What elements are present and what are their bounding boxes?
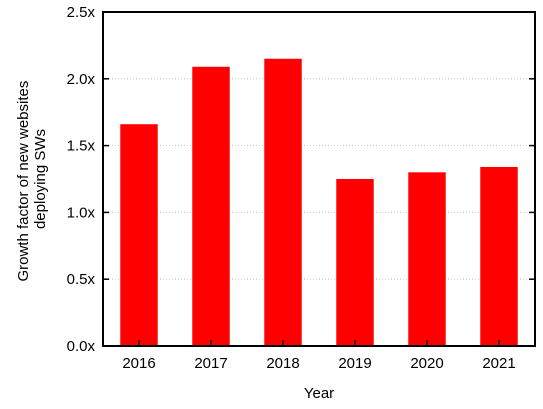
bar (264, 58, 302, 346)
bar (408, 172, 446, 346)
x-tick-label: 2018 (266, 355, 299, 372)
y-axis-title: Growth factor of new websites deploying … (15, 76, 49, 281)
y-tick-label: 1.0x (67, 204, 96, 221)
bar (336, 179, 374, 346)
bars (120, 58, 518, 346)
x-tick-label: 2021 (482, 355, 515, 372)
x-tick-label: 2020 (410, 355, 443, 372)
y-tick-label: 1.5x (67, 138, 96, 155)
y-tick-label: 2.0x (67, 71, 96, 88)
gridlines (103, 78, 535, 280)
x-axis-title: Year (304, 385, 334, 402)
tick-marks (103, 11, 535, 347)
y-tick-labels: 0.0x 0.5x 1.0x 1.5x 2.0x 2.5x (67, 4, 96, 355)
y-tick-label: 2.5x (67, 4, 96, 21)
plot-frame (102, 11, 536, 347)
x-tick-label: 2016 (122, 355, 155, 372)
bar (480, 166, 518, 346)
x-tick-labels: 2016 2017 2018 2019 2020 2021 (122, 355, 515, 372)
bar (192, 66, 230, 346)
y-axis-title-line-1: Growth factor of new websites (15, 81, 32, 282)
y-axis-title-line-2: deploying SWs (32, 129, 49, 229)
x-tick-label: 2019 (338, 355, 371, 372)
x-tick-label: 2017 (194, 355, 227, 372)
y-tick-label: 0.0x (67, 338, 96, 355)
y-tick-label: 0.5x (67, 271, 96, 288)
bar (120, 124, 158, 346)
